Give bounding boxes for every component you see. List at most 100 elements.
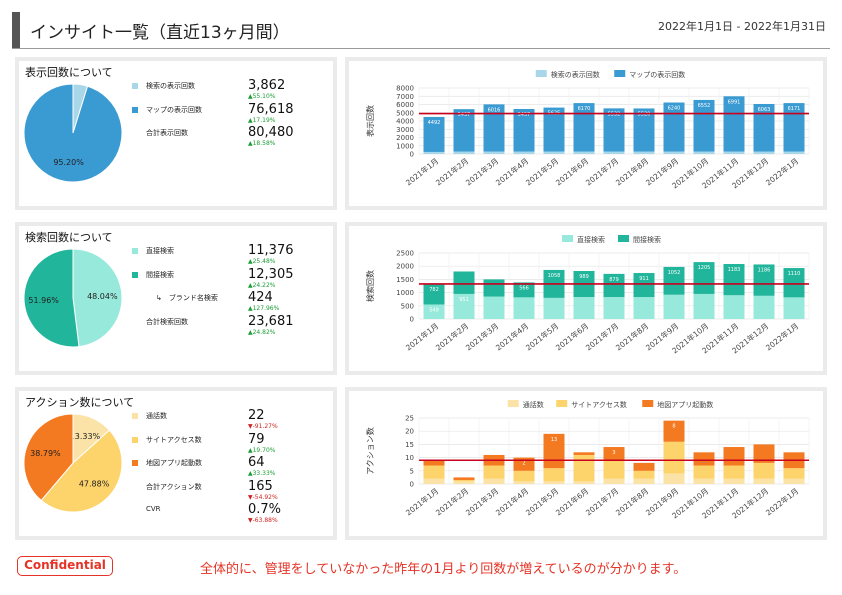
metric-value: 80,480 <box>248 125 294 140</box>
bar-segment <box>513 481 535 484</box>
bar-segment <box>423 116 445 152</box>
y-tick-label: 2000 <box>396 263 414 271</box>
bar-segment <box>513 151 535 154</box>
pie-chart: 95.20% <box>23 83 123 183</box>
bar-segment <box>453 109 475 152</box>
bar-segment <box>573 481 595 484</box>
bar-data-label: 6016 <box>488 107 501 113</box>
bar-segment <box>663 266 685 295</box>
y-tick-label: 25 <box>405 415 414 423</box>
bar-data-label: 6240 <box>668 106 681 112</box>
bar-segment <box>753 264 775 296</box>
confidential-badge: Confidential <box>17 556 113 576</box>
legend-swatch <box>132 248 138 254</box>
bar-segment <box>693 452 715 466</box>
legend-row: 通話数 22 ▼-91.27% <box>132 408 342 435</box>
bar-data-label: 6171 <box>788 106 801 112</box>
bar-segment <box>693 151 715 154</box>
legend-label: 間接検索 <box>633 235 661 244</box>
x-tick-label: 2022年1月 <box>763 486 800 518</box>
actions-chart-panel: 通話数 サイトアクセス数 地図アプリ起動数 0 5 10 15 20 25 アクション数 2021年… <box>345 387 827 540</box>
bar-segment <box>483 296 505 319</box>
bar-segment <box>453 271 475 294</box>
pie-slice-label: 13.33% <box>70 432 101 441</box>
legend-swatch <box>132 436 138 443</box>
legend-row: 地図アプリ起動数 64 ▲33.33% <box>132 455 342 482</box>
bar-segment <box>573 454 595 482</box>
bar-segment <box>633 273 655 298</box>
bar-segment <box>723 151 745 154</box>
y-tick-label: 1000 <box>396 142 414 150</box>
bar-segment <box>723 478 745 484</box>
bar-segment <box>753 444 775 463</box>
metric-change: ▲55.10% <box>248 93 276 100</box>
bar-segment <box>783 478 805 484</box>
bar-segment <box>483 151 505 154</box>
bar-segment <box>753 462 775 479</box>
legend-swatch <box>507 400 519 407</box>
legend-swatch <box>618 235 629 242</box>
legend-row: 直接検索 11,376 ▲25.48% <box>132 243 342 270</box>
bar-data-label: 6170 <box>578 106 591 112</box>
bar-segment <box>753 103 775 152</box>
pie-slice <box>23 83 123 183</box>
legend-label: 検索の表示回数 <box>551 70 600 79</box>
section-title: 検索回数について <box>25 231 113 244</box>
y-tick-label: 5000 <box>396 109 414 117</box>
metric-change: ▼-63.88% <box>248 517 278 524</box>
legend-swatch <box>132 271 138 278</box>
bar-data-label: 879 <box>609 277 619 283</box>
pie-slice-label: 48.04% <box>87 292 118 301</box>
bar-segment <box>663 151 685 154</box>
bar-segment <box>603 108 625 152</box>
metric-value: 79 <box>248 431 265 447</box>
legend-label: マップの表示回数 <box>629 70 685 79</box>
legend-row: 合計表示回数 80,480 ▲18.58% <box>132 125 342 152</box>
bar-segment <box>423 478 445 484</box>
stacked-bar-chart: 通話数 サイトアクセス数 地図アプリ起動数0510152025アクション数2021年… <box>365 400 810 520</box>
legend-row: マップの表示回数 76,618 ▲17.19% <box>132 102 342 129</box>
bar-segment <box>423 283 445 305</box>
legend-row: 合計検索回数 23,681 ▲24.82% <box>132 314 342 341</box>
y-tick-label: 0 <box>410 481 414 489</box>
bar-segment <box>603 478 625 484</box>
bar-data-label: 5437 <box>458 112 471 118</box>
bar-segment <box>453 481 475 484</box>
metric-change: ▲25.48% <box>248 258 276 265</box>
metric-change: ▲24.82% <box>248 328 276 336</box>
metric-change: ▼-91.27% <box>248 423 278 430</box>
bar-segment <box>783 268 805 298</box>
impressions-summary-panel: 表示回数について 95.20% 検索の表示回数 3,862 ▲55.10% マップの表示回… <box>15 57 337 210</box>
legend-swatch <box>556 400 568 407</box>
bar-segment <box>663 473 685 484</box>
bar-data-label: 5457 <box>518 112 531 118</box>
y-tick-label: 0 <box>410 151 414 159</box>
bar-segment <box>663 420 685 442</box>
x-tick-label: 2022年1月 <box>763 321 800 353</box>
legend-label: 間接検索 <box>146 270 174 279</box>
metric-change: ▲18.58% <box>248 140 276 147</box>
bar-data-label: 5520 <box>638 111 651 117</box>
actions-summary-panel: アクション数について 13.33% 47.88% 38.79% 通話数 22 ▼-91.27… <box>15 387 337 540</box>
bar-segment <box>423 304 445 319</box>
pie-slice <box>72 248 123 348</box>
x-tick-label: 2022年1月 <box>763 156 800 188</box>
bar-segment <box>753 295 775 319</box>
bar-segment <box>543 297 565 319</box>
legend-swatch <box>614 70 626 77</box>
bar-segment <box>573 452 595 455</box>
bar-segment <box>453 477 475 481</box>
bar-segment <box>633 297 655 319</box>
bar-segment <box>753 151 775 154</box>
bar-data-label: 1205 <box>698 265 711 271</box>
metric-change: ▲127.96% <box>248 305 280 312</box>
pie-chart: 48.04% 51.96% <box>23 248 123 348</box>
bar-data-label: 3 <box>612 450 615 456</box>
bar-data-label: 1183 <box>728 267 741 273</box>
metric-change: ▲24.22% <box>248 281 276 289</box>
bar-segment <box>693 293 715 319</box>
metric-value: 11,376 <box>248 243 294 258</box>
y-axis-label: 表示回数 <box>365 105 375 137</box>
bar-segment <box>723 295 745 319</box>
bar-data-label: 6991 <box>728 99 741 105</box>
